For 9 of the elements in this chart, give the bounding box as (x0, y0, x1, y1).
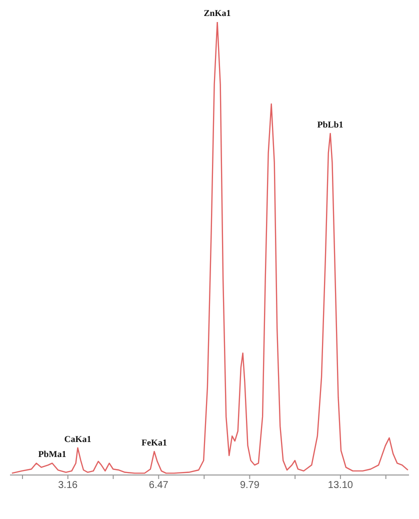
annotation: PbMa1 (38, 449, 67, 460)
annotation: CaKa1 (64, 434, 92, 444)
x-tick-label: 3.16 (58, 480, 78, 492)
annotation: ZnKa1 (204, 8, 232, 18)
annotation: FeKa1 (141, 437, 168, 448)
annotation: PbLb1 (317, 119, 344, 130)
x-tick-label: 13.10 (328, 480, 354, 492)
x-tick-label: 9.79 (240, 480, 260, 492)
x-tick-label: 6.47 (148, 480, 169, 492)
